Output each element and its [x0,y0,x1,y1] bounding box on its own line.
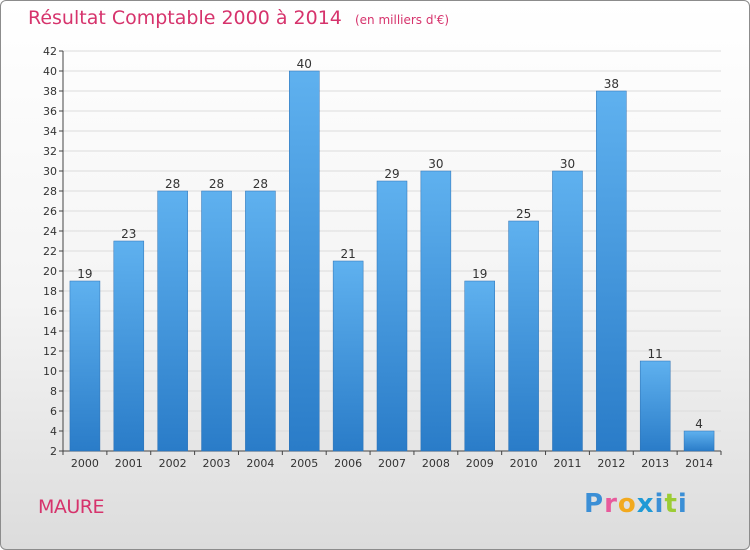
data-label-2005: 40 [297,57,312,71]
x-tick-label-2011: 2011 [553,457,581,470]
y-tick-label: 14 [43,325,57,338]
y-tick-label: 10 [43,365,57,378]
y-tick-label: 38 [43,85,57,98]
chart-title: Résultat Comptable 2000 à 2014 [28,7,342,29]
bar-2003 [201,190,232,452]
logo-letter: r [604,489,618,519]
data-label-2002: 28 [165,177,180,191]
x-tick-label-2003: 2003 [203,457,231,470]
x-tick-label-2001: 2001 [115,457,143,470]
x-tick-label-2012: 2012 [597,457,625,470]
chart-subtitle: (en milliers d'€) [354,13,450,27]
y-tick-label: 20 [43,265,57,278]
data-label-2007: 29 [384,167,399,181]
x-tick-label-2014: 2014 [685,457,713,470]
logo-letter: i [654,489,665,519]
x-tick-label-2008: 2008 [422,457,450,470]
logo-letter: i [677,489,688,519]
bar-2013 [639,360,671,452]
x-tick-label-2004: 2004 [246,457,274,470]
bar-2014 [683,430,715,452]
y-tick-label: 24 [43,225,57,238]
data-label-2011: 30 [560,157,575,171]
bar-2011 [552,170,583,452]
logo-letter: t [664,489,678,519]
data-label-2006: 21 [340,247,355,261]
y-tick-label: 28 [43,185,57,198]
data-label-2010: 25 [516,207,531,221]
y-tick-label: 26 [43,205,57,218]
data-label-2000: 19 [77,267,92,281]
data-label-2013: 11 [648,347,663,361]
y-tick-label: 40 [43,65,57,78]
data-label-2012: 38 [604,77,619,91]
bar-2002 [157,190,188,452]
y-tick-label: 12 [43,345,57,358]
y-tick-label: 36 [43,105,57,118]
y-tick-label: 16 [43,305,57,318]
x-tick-label-2009: 2009 [466,457,494,470]
bars: 19 23 28 28 28 40 21 29 30 19 25 30 38 11 4 [69,57,715,452]
x-tick-label-2006: 2006 [334,457,362,470]
bar-2010 [508,220,539,452]
bar-2009 [464,280,495,452]
y-tick-label: 8 [50,385,57,398]
bar-2001 [113,240,145,452]
y-tick-label: 2 [50,445,57,458]
y-tick-label: 18 [43,285,57,298]
title-row: Résultat Comptable 2000 à 2014 (en milli… [28,7,449,29]
x-tick-label-2010: 2010 [510,457,538,470]
data-label-2014: 4 [695,417,703,431]
x-tick-label-2002: 2002 [159,457,187,470]
x-tick-label-2007: 2007 [378,457,406,470]
y-tick-label: 22 [43,245,57,258]
logo-letter: o [617,489,637,519]
data-label-2003: 28 [209,177,224,191]
data-label-2008: 30 [428,157,443,171]
logo-letter: P [584,489,605,519]
data-label-2004: 28 [253,177,268,191]
bar-2012 [596,90,627,452]
x-tick-label-2000: 2000 [71,457,99,470]
bar-2006 [332,260,364,452]
bar-2005 [289,70,320,452]
bar-2007 [376,180,408,452]
y-tick-label: 30 [43,165,57,178]
y-tick-label: 42 [43,45,57,58]
bar-2004 [245,190,276,452]
x-tick-label-2005: 2005 [290,457,318,470]
y-tick-label: 34 [43,125,57,138]
location-label: MAURE [38,496,105,518]
logo-letter: x [636,489,655,519]
y-tick-label: 32 [43,145,57,158]
data-label-2009: 19 [472,267,487,281]
proxiti-logo: Proxiti [584,489,688,519]
y-tick-label: 6 [50,405,57,418]
y-tick-label: 4 [50,425,57,438]
bar-2008 [420,170,452,452]
data-label-2001: 23 [121,227,136,241]
x-tick-label-2013: 2013 [641,457,669,470]
bar-2000 [69,280,101,452]
